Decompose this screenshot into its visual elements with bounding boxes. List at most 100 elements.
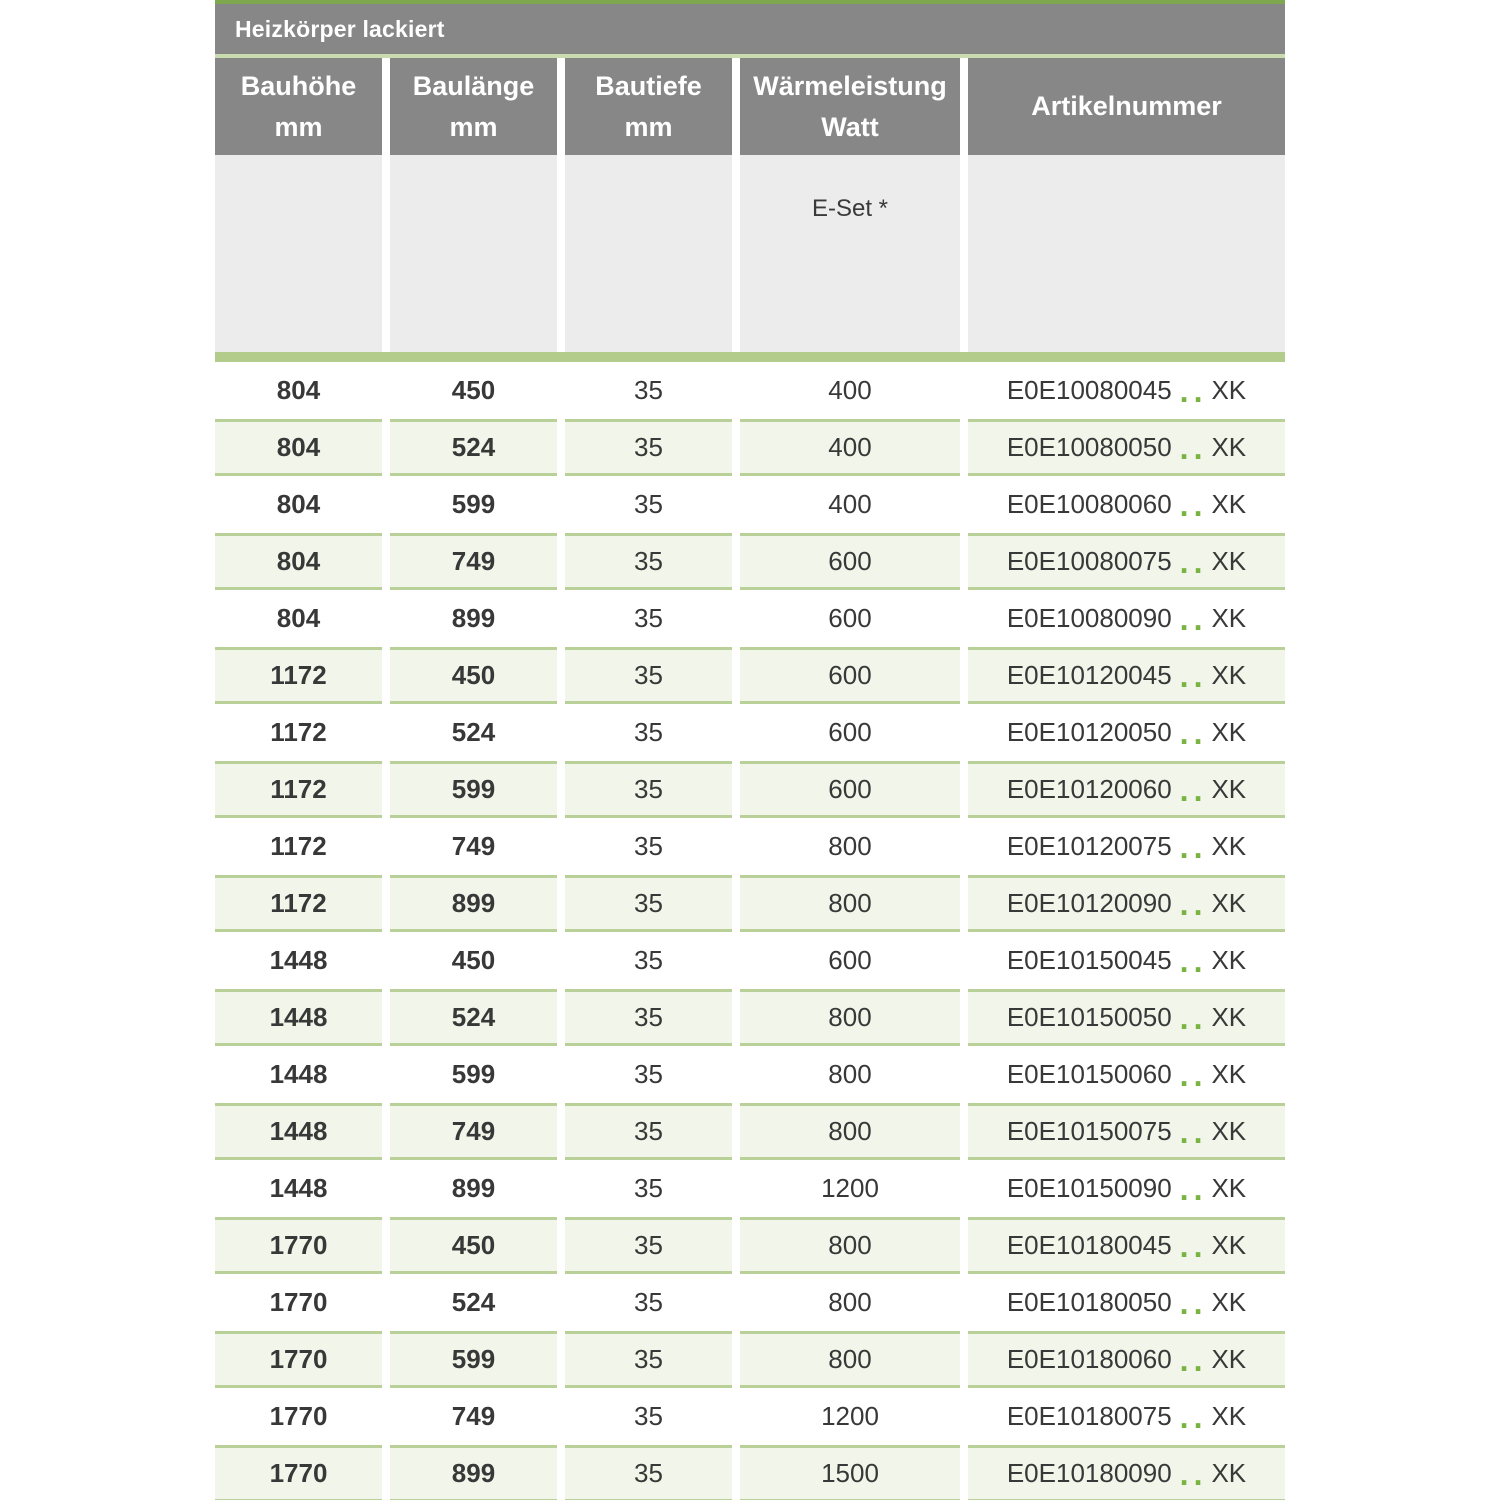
cell-bautiefe: 35 — [565, 1046, 732, 1103]
cell-baulaenge: 524 — [390, 1274, 557, 1331]
artikel-suffix: XK — [1211, 375, 1247, 405]
cell-bautiefe: 35 — [565, 1445, 732, 1500]
cell-bauhoehe: 1770 — [215, 1274, 382, 1331]
table-title: Heizkörper lackiert — [215, 4, 1285, 54]
cell-artikelnummer: E0E10150045.. XK — [968, 932, 1285, 989]
cell-bautiefe: 35 — [565, 533, 732, 590]
table-row: 1448 749 35 800 E0E10150075.. XK — [215, 1103, 1285, 1160]
cell-artikelnummer: E0E10080075.. XK — [968, 533, 1285, 590]
cell-artikelnummer: E0E10120090.. XK — [968, 875, 1285, 932]
artikel-colorcode-dots: .. — [1179, 429, 1208, 466]
column-header-unit: mm — [624, 111, 673, 142]
cell-waermeleistung: 400 — [740, 476, 960, 533]
cell-bauhoehe: 804 — [215, 590, 382, 647]
cell-waermeleistung: 800 — [740, 1274, 960, 1331]
cell-artikelnummer: E0E10120050.. XK — [968, 704, 1285, 761]
cell-bauhoehe: 1770 — [215, 1388, 382, 1445]
artikel-colorcode-dots: .. — [1179, 600, 1208, 637]
table-row: 1770 450 35 800 E0E10180045.. XK — [215, 1217, 1285, 1274]
cell-baulaenge: 450 — [390, 932, 557, 989]
artikel-colorcode-dots: .. — [1179, 1398, 1208, 1435]
cell-bauhoehe: 1172 — [215, 704, 382, 761]
table-body: 804 450 35 400 E0E10080045.. XK 804 524 3… — [215, 362, 1285, 1500]
cell-bautiefe: 35 — [565, 1274, 732, 1331]
table-row: 804 524 35 400 E0E10080050.. XK — [215, 419, 1285, 476]
column-header-label: Bauhöhe — [240, 70, 357, 101]
artikel-code: E0E10120090 — [1006, 888, 1172, 918]
table-row: 1770 599 35 800 E0E10180060.. XK — [215, 1331, 1285, 1388]
table-row: 1770 749 35 1200 E0E10180075.. XK — [215, 1388, 1285, 1445]
artikel-suffix: XK — [1211, 603, 1247, 633]
table-row: 1172 524 35 600 E0E10120050.. XK — [215, 704, 1285, 761]
artikel-code: E0E10120050 — [1006, 717, 1172, 747]
table-row: 804 450 35 400 E0E10080045.. XK — [215, 362, 1285, 419]
artikel-colorcode-dots: .. — [1179, 1227, 1208, 1264]
table-row: 1172 749 35 800 E0E10120075.. XK — [215, 818, 1285, 875]
cell-waermeleistung: 600 — [740, 647, 960, 704]
cell-waermeleistung: 600 — [740, 932, 960, 989]
cell-baulaenge: 450 — [390, 1217, 557, 1274]
cell-bauhoehe: 1172 — [215, 875, 382, 932]
artikel-suffix: XK — [1211, 888, 1247, 918]
cell-baulaenge: 450 — [390, 647, 557, 704]
cell-artikelnummer: E0E10080045.. XK — [968, 362, 1285, 419]
artikel-colorcode-dots: .. — [1179, 1455, 1208, 1492]
artikel-suffix: XK — [1211, 774, 1247, 804]
cell-bautiefe: 35 — [565, 1103, 732, 1160]
cell-baulaenge: 524 — [390, 989, 557, 1046]
artikel-suffix: XK — [1211, 1116, 1247, 1146]
column-header-label: Wärmeleistung — [753, 70, 947, 101]
cell-waermeleistung: 800 — [740, 1217, 960, 1274]
cell-baulaenge: 899 — [390, 590, 557, 647]
artikel-colorcode-dots: .. — [1179, 372, 1208, 409]
artikel-suffix: XK — [1211, 1401, 1247, 1431]
artikel-suffix: XK — [1211, 1173, 1247, 1203]
artikel-colorcode-dots: .. — [1179, 714, 1208, 751]
cell-artikelnummer: E0E10080060.. XK — [968, 476, 1285, 533]
artikel-colorcode-dots: .. — [1179, 1113, 1208, 1150]
subheader-row: E-Set * — [215, 155, 1285, 352]
artikel-suffix: XK — [1211, 489, 1247, 519]
artikel-colorcode-dots: .. — [1179, 1341, 1208, 1378]
cell-bauhoehe: 1770 — [215, 1217, 382, 1274]
cell-waermeleistung: 400 — [740, 362, 960, 419]
cell-bautiefe: 35 — [565, 1160, 732, 1217]
table-row: 1172 599 35 600 E0E10120060.. XK — [215, 761, 1285, 818]
cell-bauhoehe: 1448 — [215, 989, 382, 1046]
cell-waermeleistung: 800 — [740, 818, 960, 875]
artikel-colorcode-dots: .. — [1179, 1170, 1208, 1207]
artikel-suffix: XK — [1211, 1059, 1247, 1089]
artikel-colorcode-dots: .. — [1179, 486, 1208, 523]
cell-waermeleistung: 800 — [740, 989, 960, 1046]
artikel-suffix: XK — [1211, 546, 1247, 576]
artikel-colorcode-dots: .. — [1179, 1056, 1208, 1093]
table-row: 804 899 35 600 E0E10080090.. XK — [215, 590, 1285, 647]
radiator-spec-table: Heizkörper lackiert Bauhöhe mm Baulänge … — [215, 0, 1285, 1500]
cell-bautiefe: 35 — [565, 704, 732, 761]
column-header-artikelnummer: Artikelnummer — [968, 58, 1285, 155]
cell-artikelnummer: E0E10150090.. XK — [968, 1160, 1285, 1217]
artikel-code: E0E10180075 — [1006, 1401, 1172, 1431]
column-header-unit: Watt — [821, 111, 879, 142]
cell-bautiefe: 35 — [565, 647, 732, 704]
artikel-suffix: XK — [1211, 1230, 1247, 1260]
cell-artikelnummer: E0E10180090.. XK — [968, 1445, 1285, 1500]
artikel-code: E0E10180060 — [1006, 1344, 1172, 1374]
table-row: 1770 524 35 800 E0E10180050.. XK — [215, 1274, 1285, 1331]
cell-artikelnummer: E0E10150060.. XK — [968, 1046, 1285, 1103]
artikel-colorcode-dots: .. — [1179, 543, 1208, 580]
artikel-code: E0E10180090 — [1006, 1458, 1172, 1488]
table-row: 804 749 35 600 E0E10080075.. XK — [215, 533, 1285, 590]
cell-artikelnummer: E0E10150050.. XK — [968, 989, 1285, 1046]
cell-baulaenge: 749 — [390, 1103, 557, 1160]
cell-bautiefe: 35 — [565, 590, 732, 647]
artikel-code: E0E10120045 — [1006, 660, 1172, 690]
subheader-cell-eset: E-Set * — [740, 155, 960, 352]
header-body-separator-bar — [215, 352, 1285, 362]
column-header-unit: mm — [274, 111, 323, 142]
cell-waermeleistung: 800 — [740, 1103, 960, 1160]
artikel-code: E0E10080075 — [1006, 546, 1172, 576]
artikel-code: E0E10150050 — [1006, 1002, 1172, 1032]
cell-artikelnummer: E0E10180060.. XK — [968, 1331, 1285, 1388]
table-row: 1448 899 35 1200 E0E10150090.. XK — [215, 1160, 1285, 1217]
